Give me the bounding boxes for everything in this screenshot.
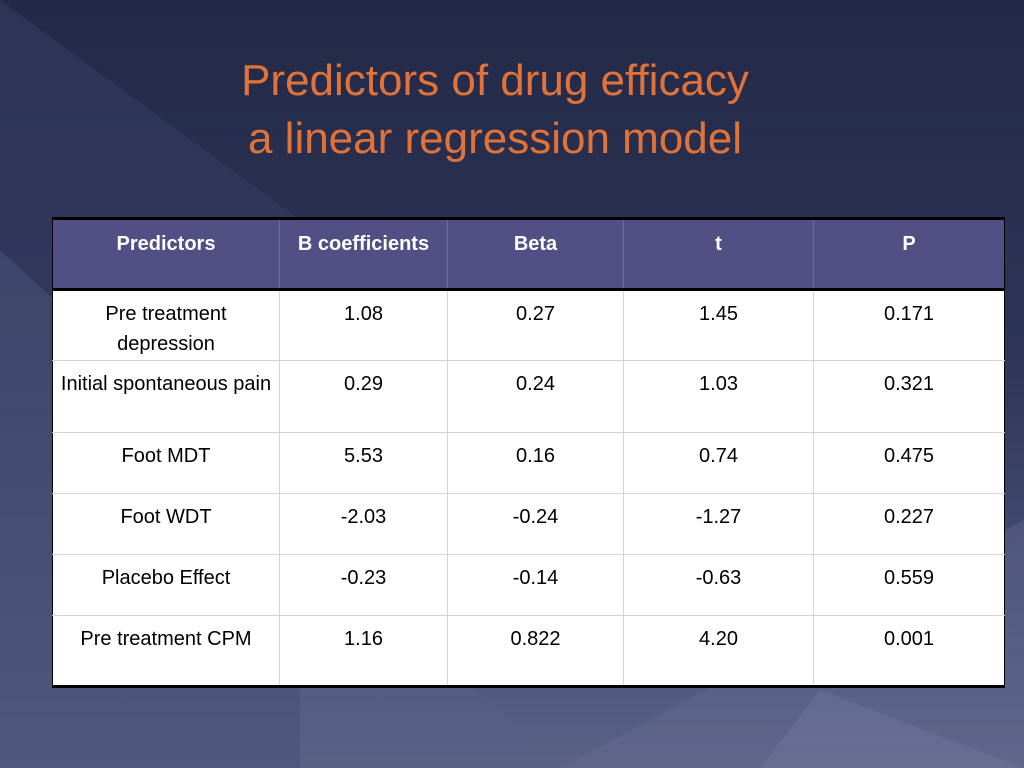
cell-t: 1.03 — [623, 360, 814, 433]
cell-predictor: Pre treatment CPM — [52, 615, 280, 687]
title-line-2: a linear regression model — [247, 114, 743, 163]
cell-b: -0.23 — [279, 554, 448, 616]
cell-beta: 0.822 — [447, 615, 624, 687]
header-b-coefficients: B coefficients — [279, 218, 448, 290]
header-t: t — [623, 218, 814, 290]
table-row: Foot WDT -2.03 -0.24 -1.27 0.227 — [52, 493, 1005, 555]
cell-beta: -0.14 — [447, 554, 624, 616]
cell-beta: -0.24 — [447, 493, 624, 555]
background-panel — [760, 690, 1024, 768]
cell-predictor: Pre treatment depression — [52, 289, 280, 361]
cell-p: 0.559 — [813, 554, 1005, 616]
table-row: Pre treatment depression 1.08 0.27 1.45 … — [52, 289, 1005, 361]
header-beta: Beta — [447, 218, 624, 290]
cell-t: 1.45 — [623, 289, 814, 361]
table-header-row: Predictors B coefficients Beta t P — [52, 218, 1005, 290]
cell-predictor: Foot WDT — [52, 493, 280, 555]
cell-b: 0.29 — [279, 360, 448, 433]
cell-beta: 0.16 — [447, 432, 624, 494]
cell-t: -0.63 — [623, 554, 814, 616]
cell-predictor: Initial spontaneous pain — [52, 360, 280, 433]
table-row: Pre treatment CPM 1.16 0.822 4.20 0.001 — [52, 615, 1005, 687]
table-row: Foot MDT 5.53 0.16 0.74 0.475 — [52, 432, 1005, 494]
cell-beta: 0.27 — [447, 289, 624, 361]
header-p: P — [902, 233, 916, 255]
cell-predictor: Foot MDT — [52, 432, 280, 494]
header-predictors: Predictors — [52, 218, 280, 290]
cell-p: 0.227 — [813, 493, 1005, 555]
cell-p: 0.001 — [883, 628, 935, 650]
cell-t: -1.27 — [623, 493, 814, 555]
cell-b: 5.53 — [279, 432, 448, 494]
cell-b: -2.03 — [279, 493, 448, 555]
cell-p: 0.171 — [813, 289, 1005, 361]
table-row: Initial spontaneous pain 0.29 0.24 1.03 … — [52, 360, 1005, 433]
cell-b: 1.08 — [279, 289, 448, 361]
cell-t: 4.20 — [623, 615, 814, 687]
cell-p: 0.475 — [813, 432, 1005, 494]
cell-beta: 0.24 — [447, 360, 624, 433]
regression-table-container: Predictors B coefficients Beta t P Pre t… — [52, 217, 1005, 688]
title-line-1: Predictors of drug efficacy — [241, 56, 749, 105]
cell-predictor: Placebo Effect — [52, 554, 280, 616]
table-row: Placebo Effect -0.23 -0.14 -0.63 0.559 — [52, 554, 1005, 616]
slide-title: Predictors of drug efficacy a linear reg… — [150, 52, 840, 168]
regression-table: Predictors B coefficients Beta t P Pre t… — [52, 217, 1005, 688]
cell-b: 1.16 — [279, 615, 448, 687]
cell-p: 0.321 — [813, 360, 1005, 433]
cell-t: 0.74 — [623, 432, 814, 494]
